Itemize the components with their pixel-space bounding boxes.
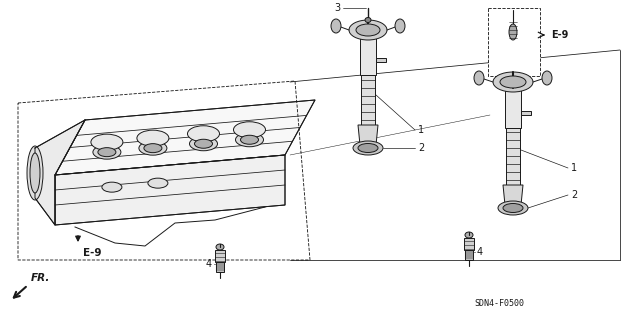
Ellipse shape xyxy=(365,18,371,23)
Ellipse shape xyxy=(241,135,259,144)
Bar xyxy=(488,8,540,76)
Polygon shape xyxy=(503,185,523,205)
Ellipse shape xyxy=(498,201,528,215)
Ellipse shape xyxy=(189,137,218,151)
Ellipse shape xyxy=(542,71,552,85)
Text: 4: 4 xyxy=(477,247,483,257)
Polygon shape xyxy=(215,250,225,262)
Ellipse shape xyxy=(234,122,266,138)
Ellipse shape xyxy=(236,133,264,147)
Text: 1: 1 xyxy=(571,163,577,173)
Ellipse shape xyxy=(91,134,123,150)
Ellipse shape xyxy=(188,126,220,142)
Ellipse shape xyxy=(148,178,168,188)
Text: 2: 2 xyxy=(571,190,577,200)
Ellipse shape xyxy=(503,204,523,212)
Ellipse shape xyxy=(500,76,526,88)
Ellipse shape xyxy=(93,145,121,159)
Ellipse shape xyxy=(139,141,167,155)
Ellipse shape xyxy=(102,182,122,192)
Polygon shape xyxy=(464,238,474,250)
Polygon shape xyxy=(35,120,85,225)
Ellipse shape xyxy=(137,130,169,146)
Polygon shape xyxy=(360,38,376,75)
Ellipse shape xyxy=(493,72,533,92)
Polygon shape xyxy=(465,250,473,260)
Ellipse shape xyxy=(474,71,484,85)
Polygon shape xyxy=(216,262,224,272)
Polygon shape xyxy=(505,90,521,128)
Text: 4: 4 xyxy=(206,259,212,269)
Polygon shape xyxy=(358,125,378,145)
Polygon shape xyxy=(521,111,531,115)
Ellipse shape xyxy=(331,19,341,33)
Text: E-9: E-9 xyxy=(551,30,568,40)
Text: 1: 1 xyxy=(418,125,424,135)
Ellipse shape xyxy=(353,141,383,155)
Polygon shape xyxy=(376,58,386,62)
Text: 2: 2 xyxy=(418,143,424,153)
Ellipse shape xyxy=(144,144,162,153)
Text: E-9: E-9 xyxy=(83,248,102,258)
Ellipse shape xyxy=(349,20,387,40)
Ellipse shape xyxy=(98,148,116,157)
Polygon shape xyxy=(55,100,315,175)
Text: FR.: FR. xyxy=(31,273,51,283)
Polygon shape xyxy=(361,75,375,125)
Ellipse shape xyxy=(358,144,378,152)
Ellipse shape xyxy=(195,139,212,148)
Polygon shape xyxy=(55,155,285,225)
Ellipse shape xyxy=(30,153,40,193)
Ellipse shape xyxy=(465,232,473,238)
Polygon shape xyxy=(506,128,520,185)
Ellipse shape xyxy=(395,19,405,33)
Ellipse shape xyxy=(27,146,43,200)
Ellipse shape xyxy=(509,24,517,40)
Text: 3: 3 xyxy=(334,3,340,13)
Ellipse shape xyxy=(356,24,380,36)
Text: SDN4-F0500: SDN4-F0500 xyxy=(474,299,524,308)
Ellipse shape xyxy=(216,244,224,250)
